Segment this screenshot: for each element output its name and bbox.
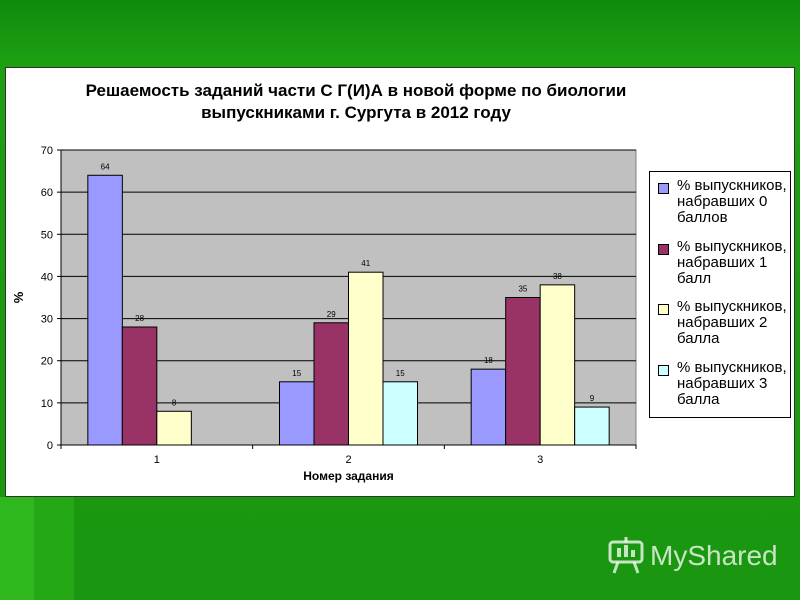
legend-swatch-1	[658, 244, 669, 255]
y-tick-label: 60	[41, 187, 53, 199]
legend-swatch-0	[658, 183, 669, 194]
data-label: 28	[135, 314, 144, 323]
decorative-stripe	[0, 497, 34, 600]
data-label: 15	[292, 369, 301, 378]
chart-title: Решаемость заданий части С Г(И)А в новой…	[6, 80, 706, 124]
bar	[87, 174, 123, 446]
x-tick-label: 1	[154, 454, 160, 466]
legend-label-1: % выпускников, набравших 1 балл	[677, 238, 787, 287]
bar	[348, 271, 384, 446]
data-label: 15	[396, 369, 405, 378]
y-tick-label: 0	[47, 440, 53, 452]
chart-panel: Решаемость заданий части С Г(И)А в новой…	[5, 67, 795, 497]
bar	[382, 381, 418, 446]
brand-name: MyShared	[650, 540, 778, 571]
y-tick-label: 20	[41, 356, 53, 368]
bar	[505, 297, 541, 446]
data-label: 41	[361, 259, 370, 268]
legend-label-3: % выпускников, набравших 3 балла	[677, 359, 787, 408]
legend-swatch-3	[658, 365, 669, 376]
data-label: 38	[553, 272, 562, 281]
bar	[121, 326, 158, 446]
chart-legend: % выпускников, набравших 0 баллов % выпу…	[649, 171, 791, 418]
data-label: 18	[484, 356, 493, 365]
decorative-stripe	[34, 497, 74, 600]
bar	[279, 381, 315, 446]
x-tick-label: 3	[537, 454, 543, 466]
y-tick-label: 10	[41, 398, 53, 410]
bar	[539, 284, 576, 446]
y-tick-label: 40	[41, 271, 53, 283]
data-label: 9	[590, 394, 595, 403]
bar	[156, 410, 192, 446]
bar	[470, 368, 507, 446]
chart-title-line-2: выпускниками г. Сургута в 2012 году	[201, 103, 511, 122]
myshared-watermark: MyShared	[606, 536, 786, 576]
y-tick-label: 70	[41, 145, 53, 157]
y-tick-label: 30	[41, 314, 53, 326]
legend-label-2: % выпускников, набравших 2 балла	[677, 298, 787, 347]
data-label: 8	[172, 398, 177, 407]
chart-title-line-1: Решаемость заданий части С Г(И)А в новой…	[85, 81, 627, 100]
x-tick-label: 2	[345, 454, 351, 466]
data-label: 64	[101, 162, 110, 171]
legend-swatch-2	[658, 304, 669, 315]
bar	[313, 322, 349, 446]
bar	[574, 406, 610, 446]
presentation-board-icon	[608, 537, 644, 574]
data-label: 35	[518, 285, 527, 294]
y-tick-label: 50	[41, 229, 53, 241]
y-axis-label: %	[11, 291, 26, 303]
x-axis-label: Номер задания	[303, 469, 393, 483]
data-label: 29	[327, 310, 336, 319]
legend-label-0: % выпускников, набравших 0 баллов	[677, 177, 787, 226]
